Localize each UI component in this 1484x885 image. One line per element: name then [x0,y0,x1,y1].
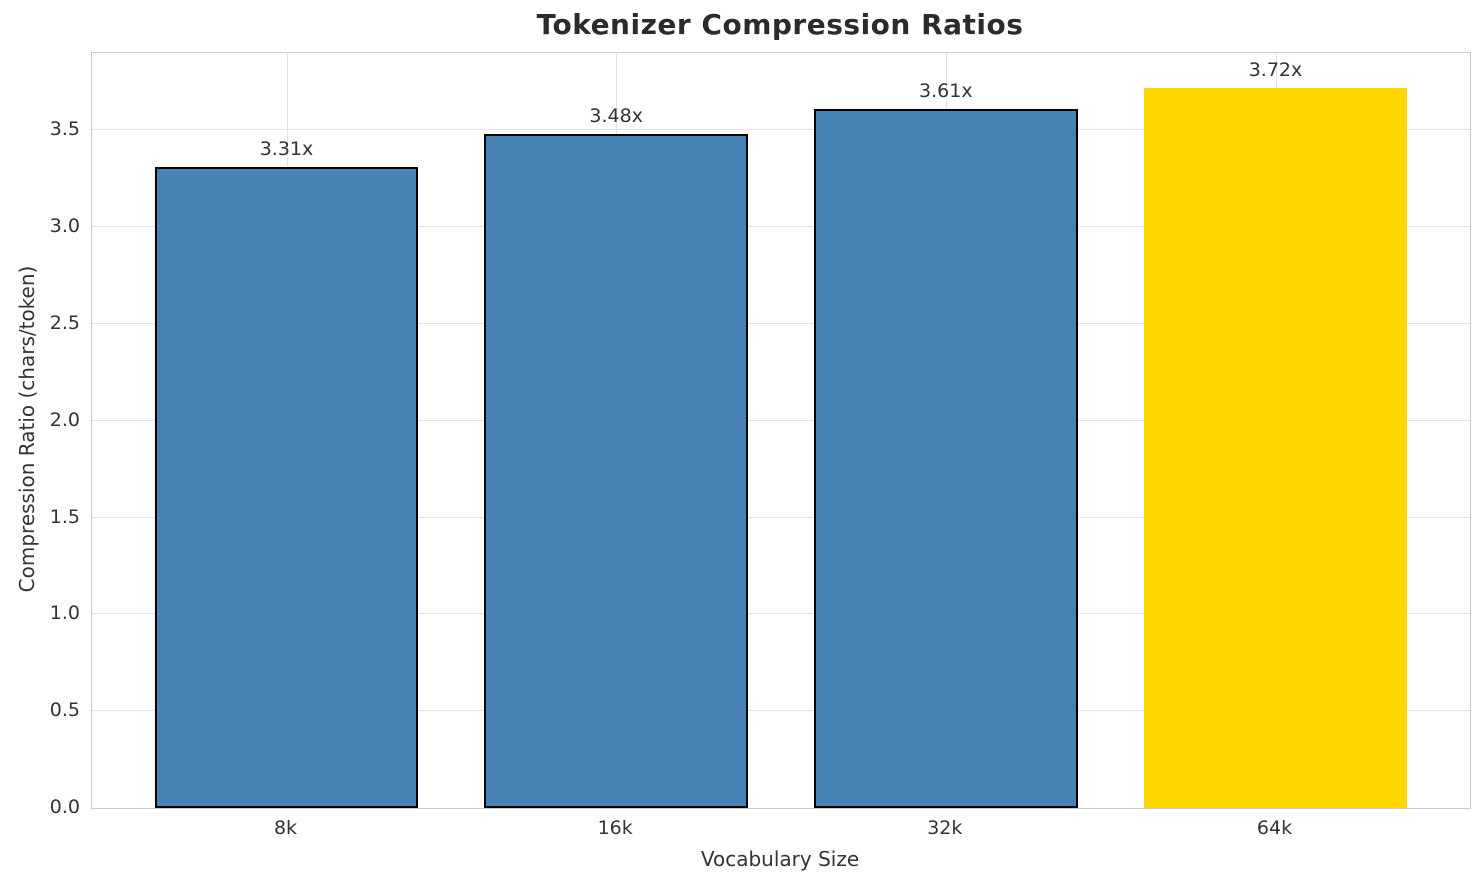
y-tick-label: 1.5 [49,505,80,528]
x-tick-label: 64k [1256,817,1293,839]
x-axis-label: Vocabulary Size [700,847,860,871]
y-tick-label: 0.0 [49,796,80,818]
y-tick-label: 3.0 [49,215,80,238]
y-axis-label: Compression Ratio (chars/token) [15,265,39,593]
y-tick-label: 0.5 [49,699,80,722]
bar-value-label: 3.72x [1248,58,1303,81]
h-gridline [92,419,1470,421]
h-gridline [92,226,1470,228]
h-gridline [92,323,1470,324]
plot-area: 3.31x 3.48x 3.61x 3.72x [91,52,1471,809]
y-tick-label: 2.5 [49,312,80,334]
x-tick-label: 8k [273,817,298,839]
y-tick-label: 3.5 [49,118,80,141]
h-gridline [92,516,1470,518]
bar-value-label: 3.48x [589,105,643,128]
bar-16k [484,134,748,808]
chart-title: Tokenizer Compression Ratios [536,8,1024,41]
x-tick-label: 16k [597,817,633,839]
y-tick-label: 2.0 [49,408,80,431]
bar-8k [154,167,419,808]
h-gridline [92,710,1470,712]
bar-value-label: 3.61x [919,80,973,103]
y-tick-label: 1.0 [49,602,80,625]
bar-value-label: 3.31x [259,138,314,161]
h-gridline [92,613,1470,615]
bar-32k [814,109,1078,808]
h-gridline [92,129,1470,131]
bar-64k [1143,87,1408,808]
x-tick-label: 32k [927,817,963,839]
